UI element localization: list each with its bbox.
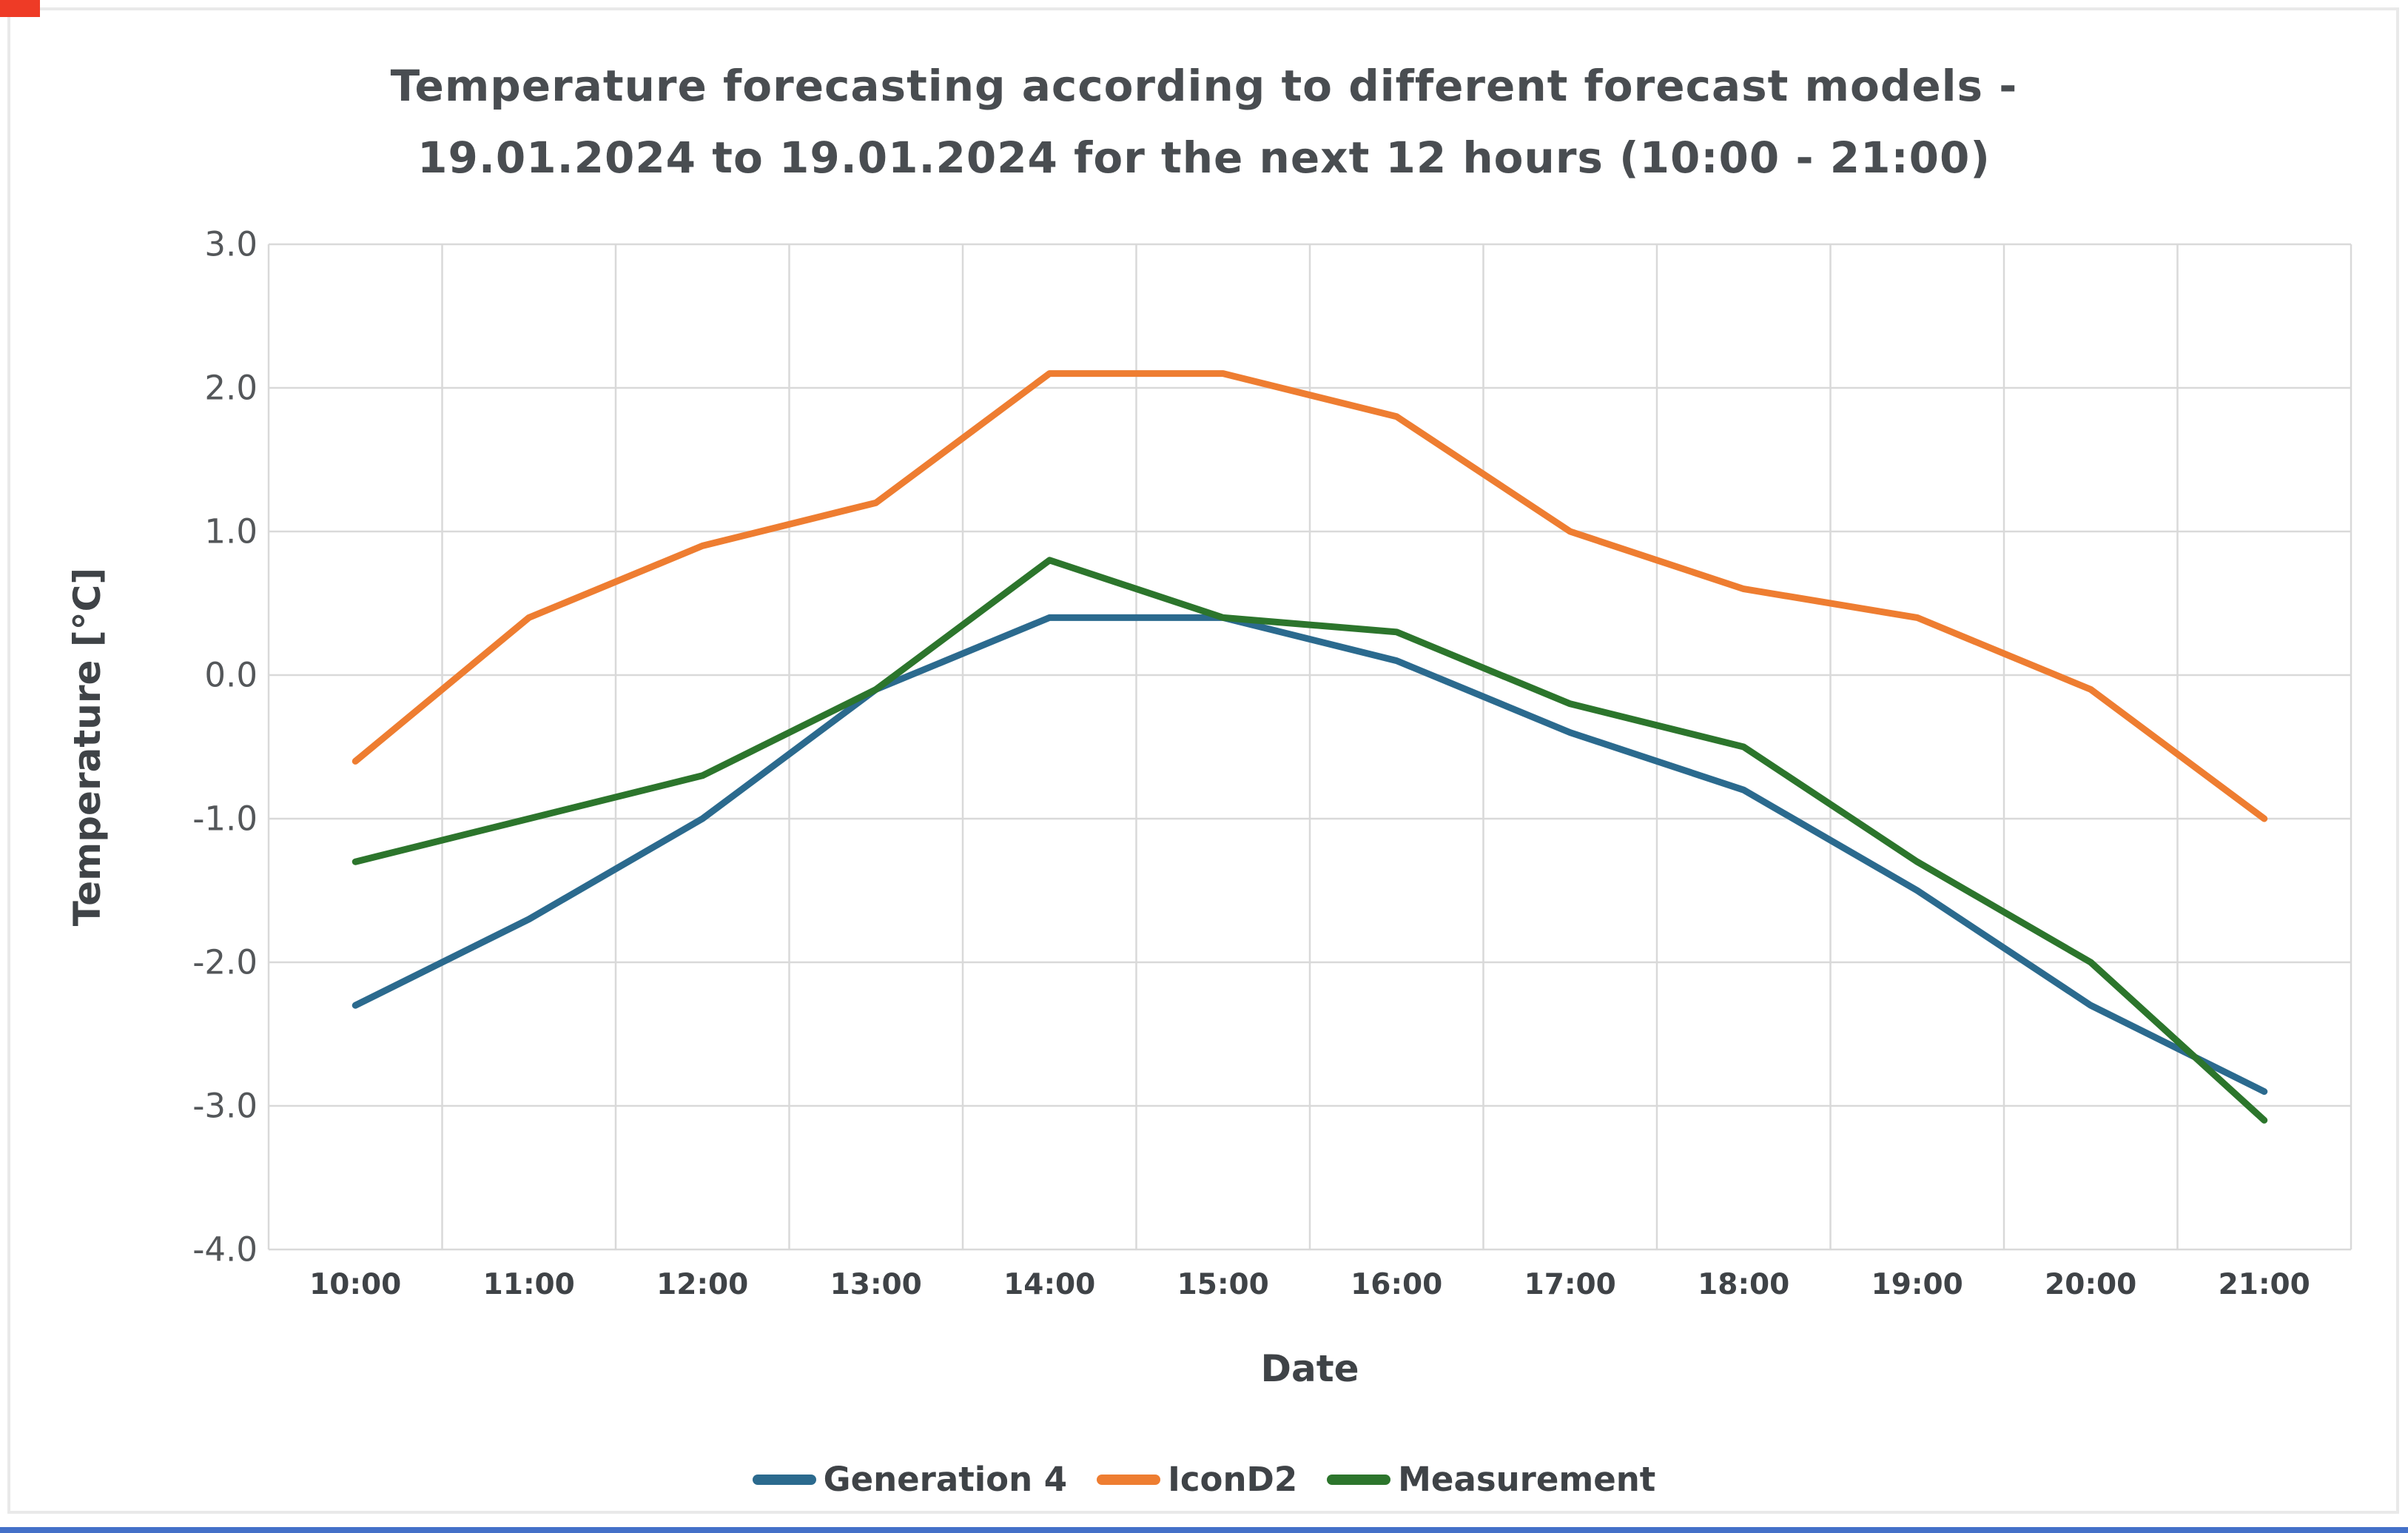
legend-label: Measurement [1398,1460,1656,1499]
series-line-icond2 [352,370,2268,822]
y-axis-tick: 0.0 [204,655,258,695]
x-axis-tick: 19:00 [1871,1268,1963,1301]
x-axis-tick: 17:00 [1524,1268,1616,1301]
x-axis-tick: 15:00 [1177,1268,1269,1301]
x-axis-tick: 21:00 [2218,1268,2310,1301]
legend-item-icond2: IconD2 [1097,1460,1297,1499]
series-line-measurement [352,557,2268,1124]
chart-title-line-2: 19.01.2024 to 19.01.2024 for the next 12… [417,132,1991,183]
y-axis-tick: 1.0 [204,511,258,551]
x-axis-tick: 14:00 [1003,1268,1096,1301]
y-axis-tick: -3.0 [192,1086,258,1126]
y-axis-tick: -1.0 [192,799,258,839]
chart-legend: Generation 4 IconD2 Measurement [0,1460,2408,1499]
y-axis-tick: -4.0 [192,1230,258,1269]
x-axis-tick: 13:00 [830,1268,922,1301]
y-axis-tick: 3.0 [204,224,258,264]
legend-swatch-icon [752,1474,816,1485]
x-axis-tick: 16:00 [1351,1268,1443,1301]
y-axis-tick: 2.0 [204,368,258,408]
legend-item-generation-4: Generation 4 [752,1460,1068,1499]
series-line-generation-4 [352,614,2268,1096]
x-axis-tick: 18:00 [1698,1268,1790,1301]
chart-panel [7,7,2399,1514]
x-axis-title: Date [1260,1347,1359,1390]
window-bottom-edge [0,1527,2408,1533]
y-axis-tick: -2.0 [192,942,258,982]
legend-label: IconD2 [1168,1460,1298,1499]
legend-item-measurement: Measurement [1327,1460,1655,1499]
legend-swatch-icon [1097,1474,1161,1485]
x-axis-tick: 10:00 [309,1268,402,1301]
x-axis-tick: 11:00 [482,1268,575,1301]
y-axis-title: Temperature [°C] [66,567,109,927]
x-axis-tick: 12:00 [656,1268,749,1301]
chart-title: Temperature forecasting according to dif… [0,50,2408,194]
chart-title-line-1: Temperature forecasting according to dif… [390,61,2018,111]
legend-swatch-icon [1327,1474,1391,1485]
legend-label: Generation 4 [823,1460,1068,1499]
x-axis-tick: 20:00 [2045,1268,2137,1301]
recording-indicator [0,0,40,17]
